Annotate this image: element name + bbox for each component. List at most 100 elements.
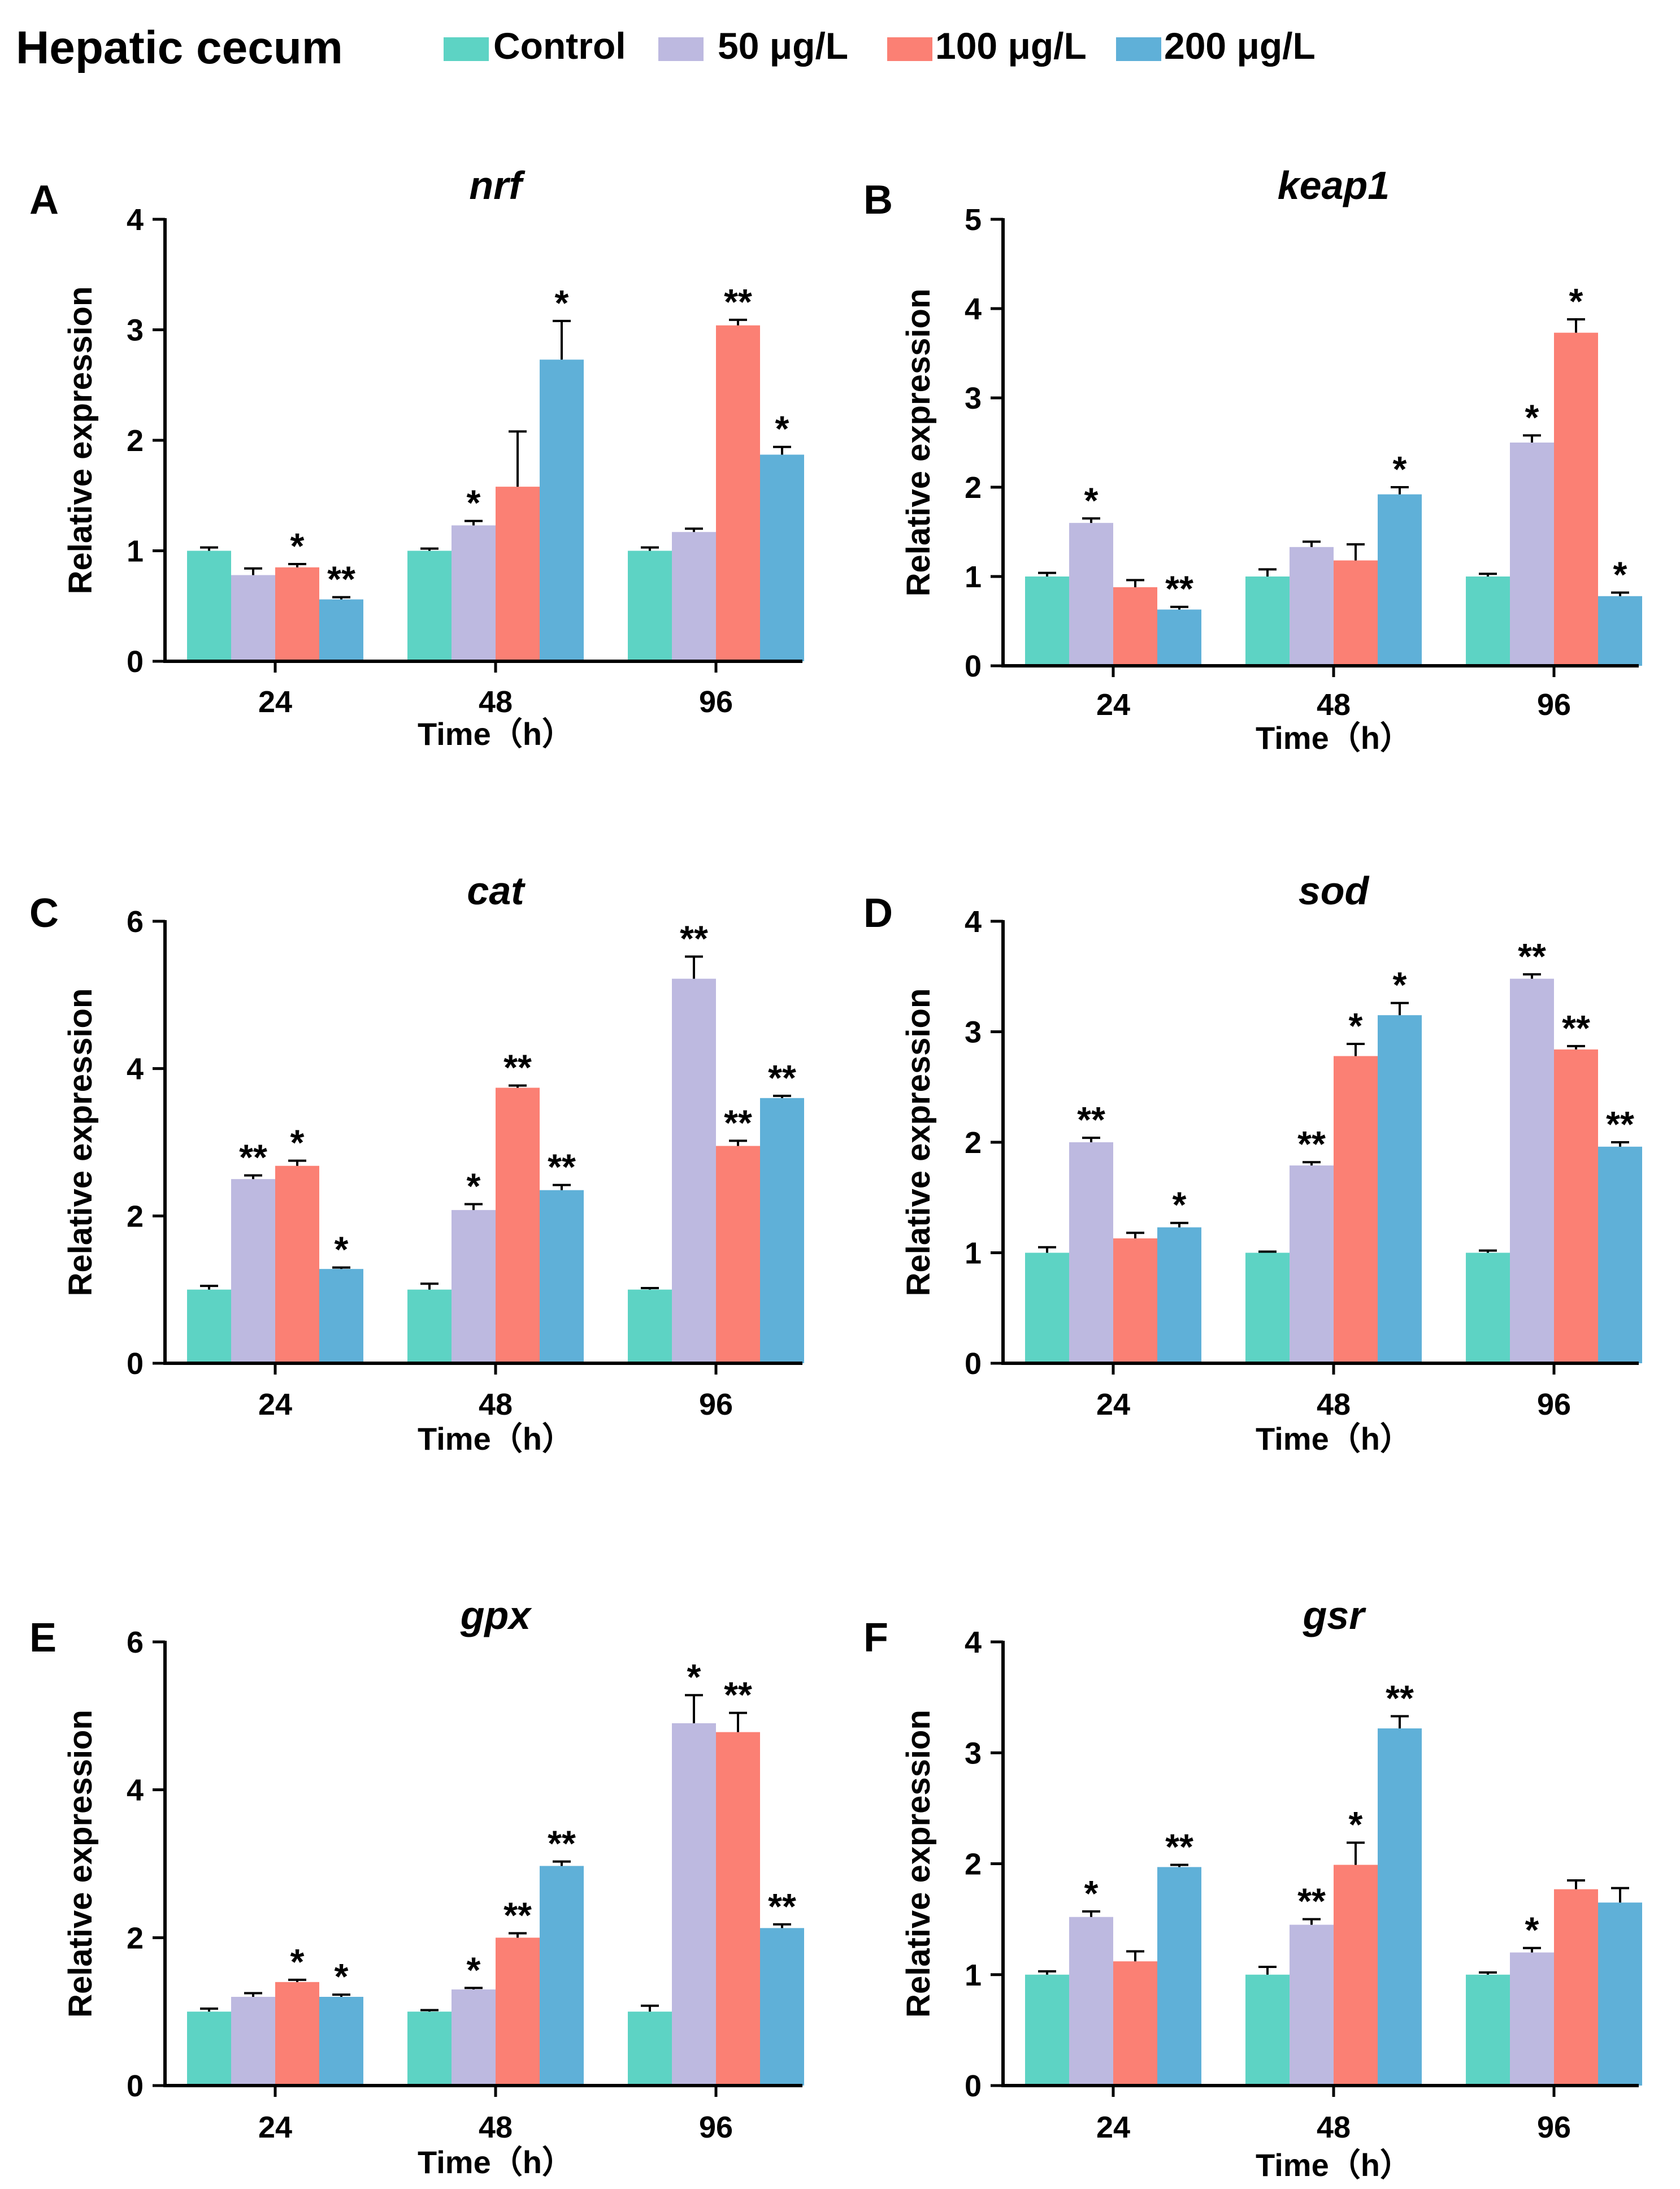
y-tick-label: 1: [965, 560, 982, 594]
significance-label: *: [1613, 554, 1627, 595]
x-tick-label: 24: [258, 2110, 292, 2144]
significance-label: *: [1173, 1185, 1187, 1225]
panel-letter: E: [29, 1615, 57, 1661]
bar: [716, 1732, 760, 2086]
legend-label: 200 μg/L: [1164, 25, 1316, 67]
x-axis-label: Time（h）: [418, 1421, 574, 1457]
chart-title: gpx: [460, 1593, 533, 1637]
bar: [452, 525, 496, 661]
bar: [1157, 609, 1201, 666]
bar: [1466, 1974, 1510, 2086]
significance-label: *: [335, 1229, 349, 1270]
x-tick-label: 24: [1096, 2110, 1130, 2144]
bar: [1598, 596, 1642, 666]
x-axis-label: Time（h）: [1256, 720, 1412, 756]
bar: [628, 550, 672, 661]
bar: [1069, 1142, 1113, 1363]
panel-letter: B: [863, 177, 893, 223]
x-tick-label: 96: [699, 2110, 733, 2144]
y-tick-label: 2: [965, 1126, 982, 1160]
bar: [1290, 547, 1334, 666]
x-axis-label: Time（h）: [418, 2144, 574, 2180]
chart-title: cat: [467, 869, 526, 913]
y-tick-label: 1: [127, 535, 144, 569]
significance-label: **: [1562, 1008, 1590, 1048]
y-tick-label: 0: [965, 1347, 982, 1381]
bar: [628, 2012, 672, 2086]
figure-title: Hepatic cecum: [16, 22, 343, 73]
legend-label: Control: [493, 25, 626, 67]
significance-label: **: [548, 1147, 576, 1187]
bar: [1466, 1252, 1510, 1363]
bar: [1378, 1728, 1422, 2086]
y-tick-label: 1: [965, 1958, 982, 1992]
y-tick-label: 5: [965, 203, 982, 237]
bar: [407, 1289, 452, 1363]
significance-label: *: [775, 409, 789, 449]
bar: [1598, 1902, 1642, 2086]
panel-letter: A: [29, 177, 59, 223]
significance-label: **: [1297, 1881, 1326, 1922]
legend-item: Control: [444, 25, 626, 67]
y-axis-label: Relative expression: [62, 989, 99, 1297]
x-tick-label: 96: [1537, 688, 1571, 722]
bar: [231, 1179, 275, 1363]
panel-letter: C: [29, 891, 59, 936]
significance-label: *: [555, 283, 569, 323]
bar: [275, 567, 319, 661]
y-tick-label: 2: [127, 1921, 144, 1955]
y-axis-label: Relative expression: [62, 1710, 99, 2018]
bar: [1466, 576, 1510, 666]
bar: [187, 2012, 231, 2086]
bar: [1598, 1146, 1642, 1363]
legend-item: 100 μg/L: [887, 25, 1087, 67]
bar: [452, 1210, 496, 1363]
y-tick-label: 0: [965, 2069, 982, 2103]
y-tick-label: 2: [127, 424, 144, 458]
significance-label: **: [548, 1823, 576, 1864]
significance-label: *: [467, 1949, 481, 1990]
significance-label: **: [724, 1675, 752, 1715]
significance-label: *: [1393, 449, 1407, 489]
x-tick-label: 24: [258, 1388, 292, 1421]
x-tick-label: 48: [1317, 2110, 1351, 2144]
significance-label: *: [1525, 1910, 1539, 1950]
bar: [1113, 587, 1157, 666]
bar: [540, 1866, 584, 2086]
bar: [1378, 494, 1422, 666]
chart-title: nrf: [469, 163, 526, 207]
bar: [1510, 978, 1554, 1363]
bar: [319, 599, 363, 661]
legend-swatch: [1116, 37, 1161, 61]
y-tick-label: 0: [127, 645, 144, 679]
bar: [1554, 332, 1598, 666]
y-tick-label: 4: [127, 1774, 144, 1807]
significance-label: **: [680, 918, 708, 959]
bar: [672, 532, 716, 661]
y-tick-label: 0: [127, 2069, 144, 2103]
bar: [1245, 576, 1290, 666]
legend-swatch: [658, 37, 704, 61]
significance-label: **: [724, 1102, 752, 1143]
y-axis-label: Relative expression: [62, 287, 99, 595]
legend: Control 50 μg/L 100 μg/L 200 μg/L: [444, 25, 1316, 67]
chart-title: gsr: [1303, 1593, 1367, 1637]
legend-swatch: [444, 37, 489, 61]
x-tick-label: 96: [1537, 1388, 1571, 1421]
bar: [540, 359, 584, 661]
significance-label: *: [467, 483, 481, 523]
bar: [1290, 1924, 1334, 2086]
legend-item: 50 μg/L: [658, 25, 848, 67]
bar: [760, 454, 804, 661]
bar: [1290, 1165, 1334, 1363]
bar: [760, 1928, 804, 2086]
significance-label: *: [1525, 397, 1539, 437]
y-tick-label: 2: [965, 471, 982, 505]
significance-label: **: [1165, 569, 1193, 609]
